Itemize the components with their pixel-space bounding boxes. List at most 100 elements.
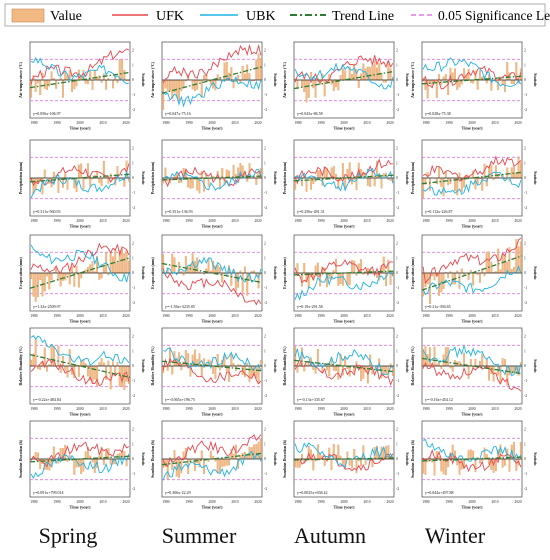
value-bar (495, 165, 497, 178)
value-bar (486, 80, 488, 83)
right-tick-label: 1 (524, 442, 526, 446)
right-tick-label: 2 (396, 335, 398, 339)
value-bar (165, 80, 167, 88)
value-bar (440, 178, 442, 187)
value-bar (98, 178, 100, 183)
x-tick-label: 1980 (30, 407, 37, 411)
y-axis-label: Air temperature (°C) (18, 61, 23, 98)
right-tick-label: 0 (524, 176, 526, 180)
right-tick-label: 1 (132, 161, 134, 165)
value-bar (434, 273, 436, 280)
right-tick-label: 1 (132, 63, 134, 67)
x-tick-label: 2000 (76, 219, 83, 223)
x-axis-label: Time (year) (462, 126, 484, 131)
value-bar (167, 178, 169, 181)
value-bar (443, 459, 445, 474)
y-axis-label: Air temperature (°C) (282, 61, 287, 98)
y-axis-label: Relative Humidity (%) (282, 346, 287, 386)
y-axis-label: Precipitation (mm) (18, 161, 23, 194)
right-tick-label: -1 (524, 191, 527, 195)
right-axis-label: Statistic (273, 266, 278, 280)
right-tick-label: 2 (132, 147, 134, 151)
value-bar (349, 163, 351, 178)
value-bar (333, 366, 335, 371)
value-bar (230, 67, 232, 80)
value-bar (258, 54, 260, 80)
value-bar (454, 69, 456, 80)
value-bar (472, 80, 474, 83)
right-tick-label: -2 (396, 206, 399, 210)
value-bar (340, 75, 342, 80)
value-bar (67, 459, 69, 462)
value-bar (246, 456, 248, 459)
y-axis-label: Precipitation (mm) (150, 161, 155, 194)
right-tick-label: 2 (524, 242, 526, 246)
value-bar (497, 80, 499, 90)
right-tick-label: 1 (396, 349, 398, 353)
value-bar (85, 451, 87, 459)
x-tick-label: 2010 (363, 407, 370, 411)
value-bar (337, 445, 339, 459)
x-tick-label: 2000 (208, 500, 215, 504)
value-bar (126, 250, 128, 273)
x-tick-label: 2010 (363, 219, 370, 223)
right-tick-label: -2 (264, 206, 267, 210)
y-axis-label: Evaporation (mm) (282, 257, 287, 289)
value-bar (178, 459, 180, 478)
x-tick-label: 2000 (340, 219, 347, 223)
value-bar (486, 252, 488, 273)
right-tick-label: 2 (396, 49, 398, 53)
value-bar (369, 67, 371, 80)
right-tick-label: 1 (524, 63, 526, 67)
right-axis-label: Statistic (533, 359, 538, 373)
trend-equation: y=0.0025x+658.42 (297, 490, 328, 495)
x-tick-label: 2020 (254, 121, 261, 125)
right-axis-label: Statistic (533, 266, 538, 280)
right-tick-label: -2 (396, 108, 399, 112)
value-bar (85, 270, 87, 273)
right-tick-label: 0 (524, 457, 526, 461)
x-tick-label: 2020 (386, 121, 393, 125)
value-bar (60, 366, 62, 373)
value-bar (429, 347, 431, 366)
value-bar (312, 366, 314, 370)
value-bar (356, 273, 358, 276)
x-axis-label: Time (year) (202, 319, 224, 324)
season-label-autumn: Autumn (294, 523, 366, 548)
value-bar (479, 70, 481, 80)
x-tick-label: 1990 (185, 407, 192, 411)
value-bar (44, 170, 46, 178)
right-tick-label: 0 (396, 271, 398, 275)
value-bar (196, 178, 198, 190)
value-bar (452, 73, 454, 80)
right-tick-label: 1 (264, 161, 266, 165)
x-tick-label: 2000 (468, 219, 475, 223)
value-bar (312, 80, 314, 88)
y-axis-label: Precipitation (mm) (282, 161, 287, 194)
value-bar (105, 80, 107, 90)
x-axis-label: Time (year) (202, 224, 224, 229)
value-bar (438, 167, 440, 178)
value-bar (356, 459, 358, 473)
x-tick-label: 1990 (53, 219, 60, 223)
value-bar (390, 69, 392, 80)
x-tick-label: 1990 (445, 314, 452, 318)
x-tick-label: 2020 (514, 314, 521, 318)
value-bar (390, 178, 392, 181)
trend-equation: y=0.044x+497.88 (425, 490, 454, 495)
right-tick-label: -1 (396, 93, 399, 97)
value-bar (443, 77, 445, 80)
value-bar (315, 80, 317, 98)
value-bar (434, 459, 436, 476)
value-bar (335, 366, 337, 371)
value-bar (37, 80, 39, 83)
value-bar (303, 366, 305, 371)
x-axis-label: Time (year) (334, 412, 356, 417)
right-tick-label: 1 (264, 442, 266, 446)
